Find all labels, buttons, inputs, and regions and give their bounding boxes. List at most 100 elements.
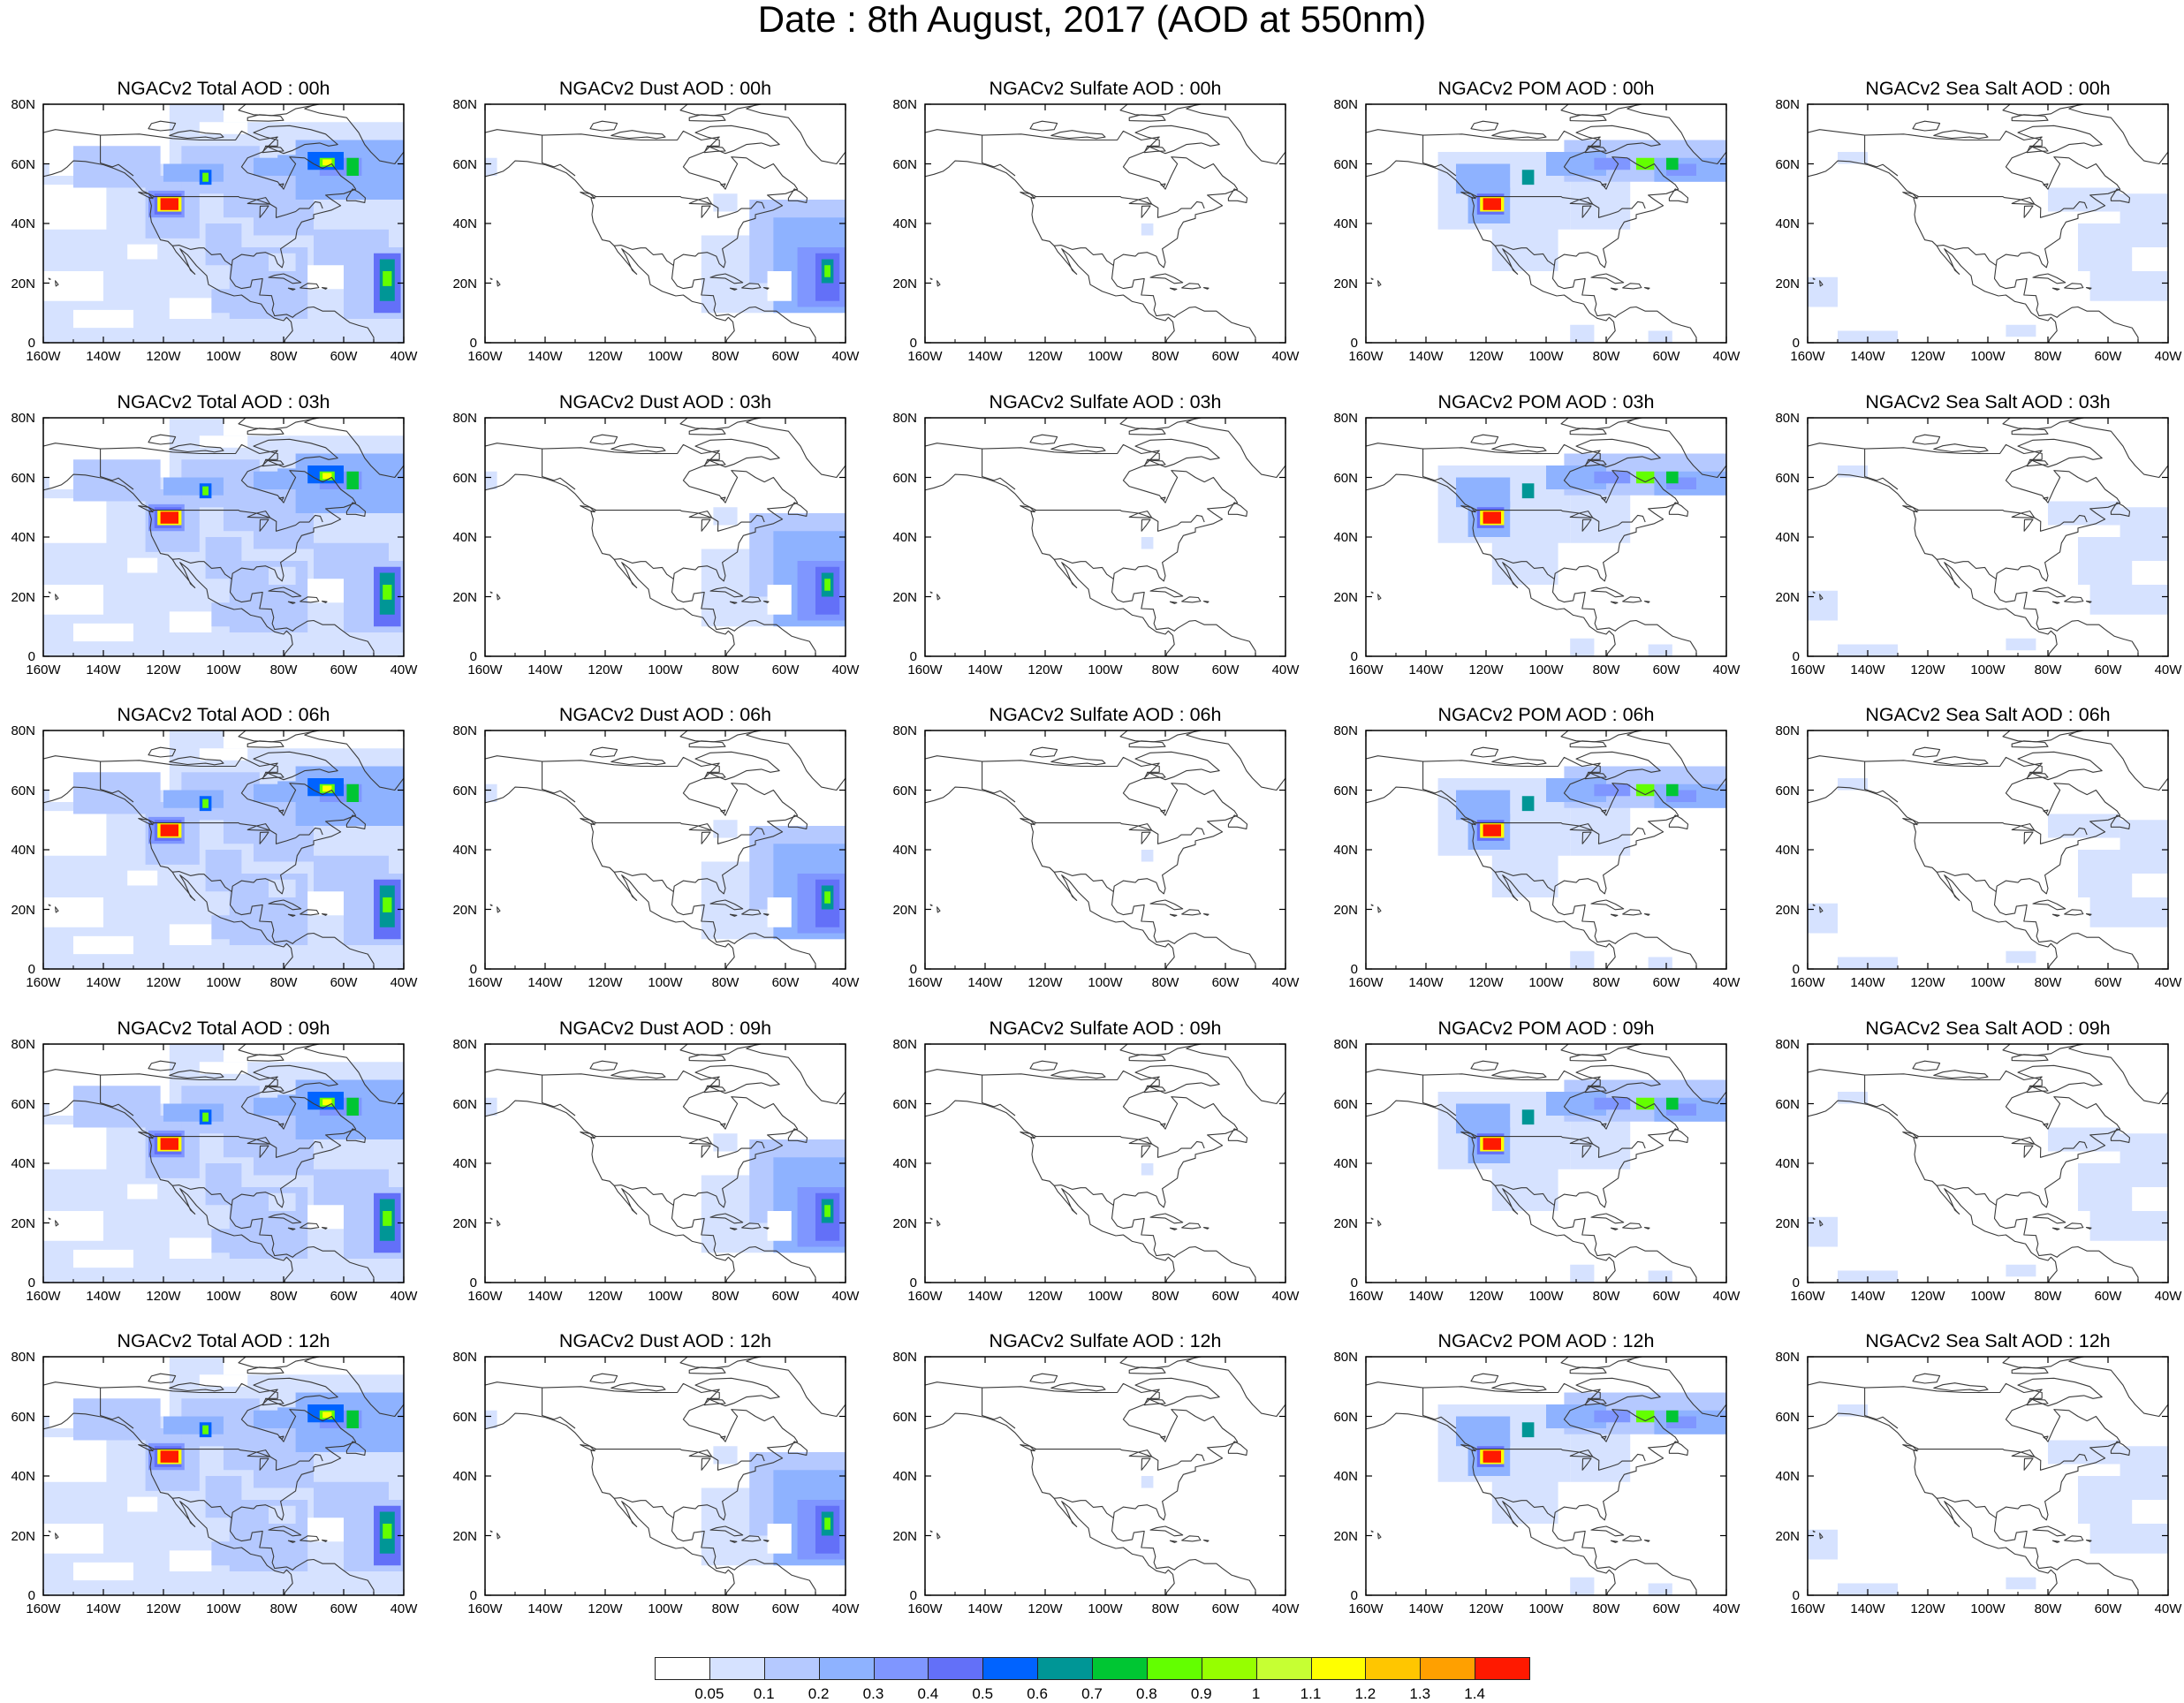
coastline xyxy=(148,1373,177,1384)
lon-tick-label: 100W xyxy=(1088,1601,1123,1616)
coastline xyxy=(287,287,296,291)
coastline-map xyxy=(43,730,404,969)
colorbar-label: 0.1 xyxy=(753,1685,775,1702)
lon-tick-label: 140W xyxy=(86,662,121,677)
coastline xyxy=(304,418,404,479)
coastline xyxy=(688,428,726,435)
aod-field xyxy=(1808,1092,2168,1283)
lon-tick-label: 80W xyxy=(269,1601,298,1616)
lat-tick-label: 20N xyxy=(892,902,917,918)
lat-tick-label: 0 xyxy=(1350,962,1358,977)
colorbar-swatch xyxy=(982,1657,1039,1680)
lon-tick-label: 160W xyxy=(1790,1601,1825,1616)
aod-cell xyxy=(211,1229,254,1253)
coastline xyxy=(1119,1357,1203,1369)
coastline xyxy=(2043,809,2049,814)
lon-tick-label: 100W xyxy=(1970,349,2006,364)
coastline xyxy=(1560,1044,1644,1056)
lat-tick-label: 20N xyxy=(1333,276,1358,291)
coastline xyxy=(2017,1064,2103,1094)
lon-tick-label: 60W xyxy=(771,1289,800,1304)
aod-cell xyxy=(224,1044,404,1063)
lat-tick-label: 20N xyxy=(11,589,35,605)
colorbar-swatch xyxy=(1310,1657,1367,1680)
lat-tick-label: 40N xyxy=(452,1469,477,1484)
map-plot xyxy=(1807,103,2169,344)
lat-tick-label: 40N xyxy=(892,1156,917,1171)
aod-cell xyxy=(1521,483,1535,499)
lat-tick-label: 0 xyxy=(1350,649,1358,664)
coastline-map xyxy=(1808,1357,2168,1595)
border-line xyxy=(1035,1449,1205,1471)
coastline xyxy=(2002,104,2086,117)
coastline xyxy=(1134,438,1220,468)
aod-cell xyxy=(202,486,209,496)
coastline xyxy=(2068,1044,2168,1105)
lon-tick-label: 160W xyxy=(1348,662,1384,677)
border-line xyxy=(595,1136,765,1158)
coastline xyxy=(1590,1213,1625,1224)
coastline xyxy=(55,906,59,913)
lon-tick-label: 100W xyxy=(1088,1289,1123,1304)
coastline xyxy=(589,120,618,132)
aod-cell xyxy=(713,1446,738,1465)
coastline xyxy=(278,496,284,502)
aod-cell xyxy=(1648,330,1672,343)
border-line xyxy=(1035,822,1205,844)
aod-cell xyxy=(224,170,284,218)
coastline xyxy=(1569,1449,1594,1457)
coastline xyxy=(48,591,51,594)
map-plot xyxy=(924,103,1286,344)
border-line xyxy=(1936,558,1997,580)
lon-tick-label: 100W xyxy=(648,1601,683,1616)
border-line xyxy=(542,135,576,177)
aod-cell xyxy=(2120,1133,2168,1187)
lon-tick-label: 140W xyxy=(527,349,563,364)
aod-cell xyxy=(2006,638,2036,651)
coastline xyxy=(688,823,713,831)
coastline xyxy=(925,129,1256,343)
coastline xyxy=(2011,740,2049,748)
aod-cell xyxy=(43,498,107,543)
coastline xyxy=(148,120,177,132)
coastline xyxy=(1933,1382,1989,1392)
lon-tick-label: 140W xyxy=(967,975,1003,990)
coastline xyxy=(1622,1222,1642,1230)
coastline xyxy=(1560,104,1644,117)
coastline xyxy=(1202,913,1210,916)
coastline xyxy=(1202,1540,1210,1542)
coastline xyxy=(1181,909,1202,916)
coastline xyxy=(1819,594,1824,601)
coastline xyxy=(1370,1530,1374,1533)
colorbar-label: 0.5 xyxy=(972,1685,994,1702)
lat-tick-label: 80N xyxy=(452,411,477,426)
coastline xyxy=(321,913,328,916)
border-line xyxy=(1422,1075,1457,1116)
border-line xyxy=(982,761,1016,803)
coastline xyxy=(1912,120,1941,132)
lat-tick-label: 20N xyxy=(452,276,477,291)
coastline xyxy=(1575,438,1661,468)
coastline xyxy=(1143,772,1166,780)
coastline xyxy=(169,130,224,140)
aod-field xyxy=(43,730,404,969)
aod-cell xyxy=(127,1184,158,1200)
coastline xyxy=(937,906,941,913)
coastline xyxy=(1808,755,2139,969)
border-line xyxy=(1936,1497,1997,1519)
lat-tick-label: 40N xyxy=(1333,1469,1358,1484)
aod-cell xyxy=(1483,824,1501,836)
coastline xyxy=(709,587,744,598)
map-panel-seasalt: NGACv2 Sea Salt AOD : 06h 0 20N 40N 60N 80N 16… xyxy=(1764,704,2184,1017)
lon-tick-label: 40W xyxy=(1271,975,1300,990)
border-line xyxy=(100,1075,134,1116)
coastline xyxy=(1202,287,1210,290)
aod-field xyxy=(1437,766,1726,969)
border-line xyxy=(1035,196,1205,218)
coastline-map xyxy=(1366,1044,1726,1283)
lat-tick-label: 60N xyxy=(1775,156,1800,172)
lon-tick-label: 60W xyxy=(1652,975,1680,990)
lat-tick-label: 80N xyxy=(11,723,35,738)
coastline xyxy=(345,814,367,829)
coastline xyxy=(1377,1220,1382,1227)
